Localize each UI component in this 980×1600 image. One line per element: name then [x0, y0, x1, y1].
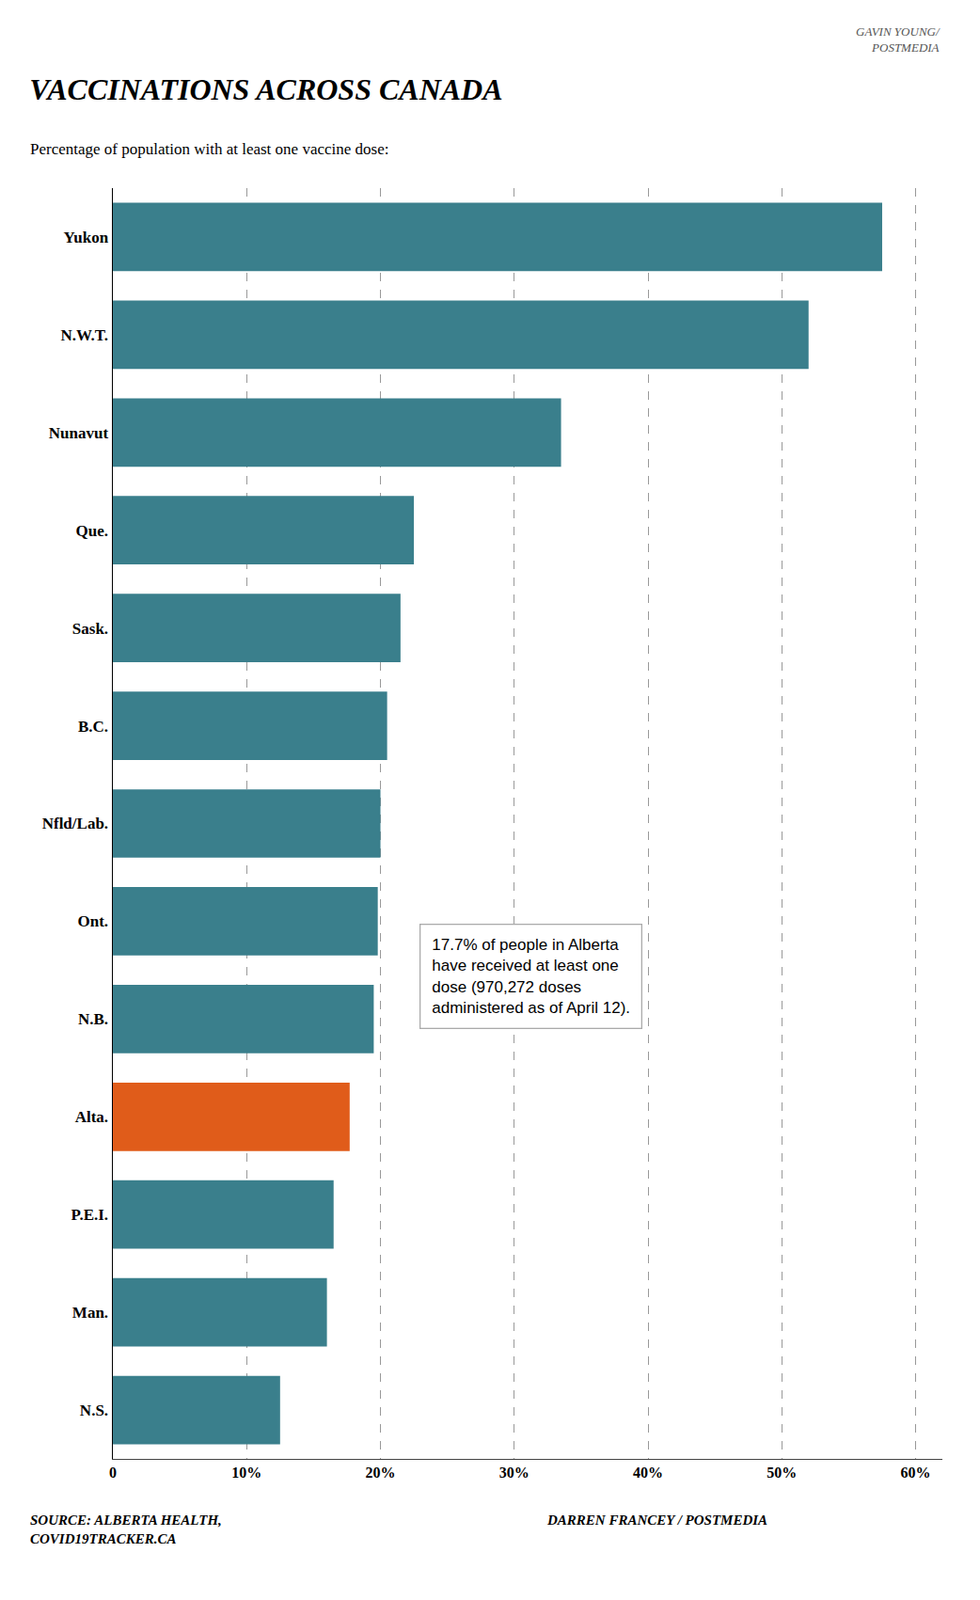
svg-text:40%: 40%: [632, 1464, 664, 1481]
svg-text:SOURCE: ALBERTA HEALTH,COVID19: SOURCE: ALBERTA HEALTH,COVID19TRACKER.CA: [30, 1512, 222, 1547]
svg-text:N.W.T.: N.W.T.: [61, 326, 110, 345]
svg-text:10%: 10%: [231, 1464, 262, 1481]
svg-text:B.C.: B.C.: [78, 717, 109, 736]
svg-text:GAVIN YOUNG/POSTMEDIA: GAVIN YOUNG/POSTMEDIA: [855, 24, 941, 55]
svg-text:Yukon: Yukon: [63, 228, 110, 247]
svg-text:Alta.: Alta.: [75, 1107, 109, 1126]
svg-text:N.S.: N.S.: [79, 1401, 109, 1420]
svg-text:60%: 60%: [900, 1464, 932, 1481]
svg-text:VACCINATIONS ACROSS CANADA: VACCINATIONS ACROSS CANADA: [29, 72, 503, 107]
svg-text:Que.: Que.: [76, 521, 109, 540]
svg-text:50%: 50%: [766, 1464, 797, 1481]
svg-text:20%: 20%: [365, 1464, 396, 1481]
svg-text:DARREN FRANCEY / POSTMEDIA: DARREN FRANCEY / POSTMEDIA: [546, 1512, 768, 1528]
svg-text:30%: 30%: [499, 1464, 530, 1481]
svg-text:Percentage of population with: Percentage of population with at least o…: [30, 140, 389, 159]
svg-text:0: 0: [109, 1464, 117, 1481]
svg-text:Ont.: Ont.: [78, 912, 110, 931]
svg-text:N.B.: N.B.: [78, 1010, 109, 1028]
svg-text:Nfld/Lab.: Nfld/Lab.: [42, 814, 109, 833]
svg-text:17.7% of people in Albertahave: 17.7% of people in Albertahave received …: [431, 935, 631, 1016]
svg-text:P.E.I.: P.E.I.: [71, 1205, 110, 1224]
svg-text:Sask.: Sask.: [72, 619, 109, 638]
svg-text:Man.: Man.: [72, 1303, 109, 1322]
svg-text:Nunavut: Nunavut: [48, 424, 110, 443]
